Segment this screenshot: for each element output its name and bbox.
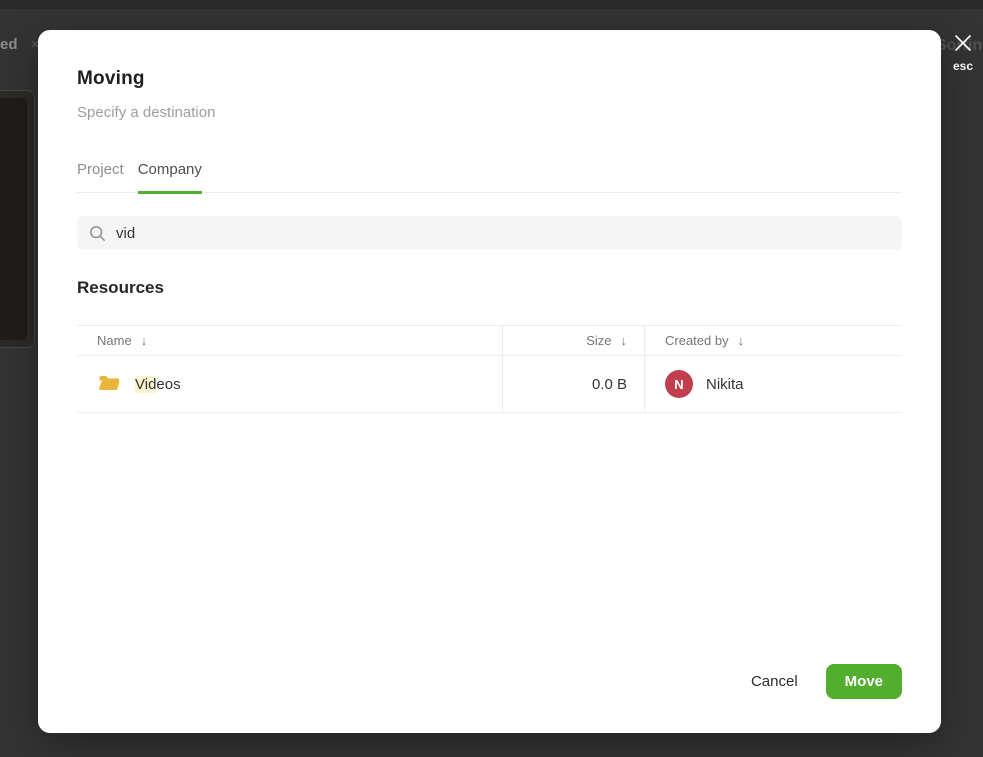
moving-dialog: Moving Specify a destination Project Com…	[38, 30, 941, 733]
column-header-name: Name ↓	[97, 333, 148, 348]
column-header-created-by: Created by ↓	[644, 326, 902, 355]
search-icon	[90, 225, 105, 241]
dialog-footer: Cancel Move	[751, 664, 902, 699]
column-header-size: Size ↓	[502, 326, 644, 355]
search-match-highlight: Vid	[135, 375, 157, 393]
resource-name: Videos	[135, 375, 181, 393]
background-card	[0, 90, 35, 348]
avatar: N	[665, 370, 693, 398]
destination-tabs: Project Company	[77, 161, 902, 194]
tab-project[interactable]: Project	[77, 161, 124, 178]
modal-close-control[interactable]: esc	[947, 33, 979, 73]
resources-heading: Resources	[77, 278, 164, 297]
dialog-subtitle: Specify a destination	[77, 104, 216, 121]
folder-icon	[97, 372, 121, 396]
table-header: Name ↓ Size ↓ Created by ↓	[77, 325, 902, 356]
background-card-thumbnail	[0, 98, 27, 340]
chip-label-fragment: ed	[0, 36, 18, 53]
sort-icon-size[interactable]: ↓	[620, 333, 628, 348]
search-bar[interactable]	[77, 216, 902, 250]
move-button[interactable]: Move	[825, 664, 902, 699]
chip-close-icon: ×	[30, 36, 40, 53]
cell-name: Videos	[77, 372, 502, 396]
cell-size: 0.0 B	[502, 356, 644, 412]
cancel-button[interactable]: Cancel	[750, 673, 798, 690]
tab-company[interactable]: Company	[137, 161, 202, 194]
sort-icon-name[interactable]: ↓	[140, 333, 148, 348]
table-row-videos[interactable]: Videos 0.0 B N Nikita	[77, 356, 902, 413]
cell-created-by: N Nikita	[644, 356, 902, 412]
close-icon[interactable]	[953, 33, 973, 53]
search-input[interactable]	[116, 224, 890, 242]
dialog-title: Moving	[77, 68, 145, 89]
resources-table: Name ↓ Size ↓ Created by ↓ Videos	[77, 325, 902, 413]
sort-icon-created-by[interactable]: ↓	[737, 333, 745, 348]
background-top-bar	[0, 0, 983, 9]
creator-name: Nikita	[706, 375, 744, 393]
background-filter-chip: ed ×	[0, 36, 39, 53]
esc-label: esc	[952, 59, 974, 73]
